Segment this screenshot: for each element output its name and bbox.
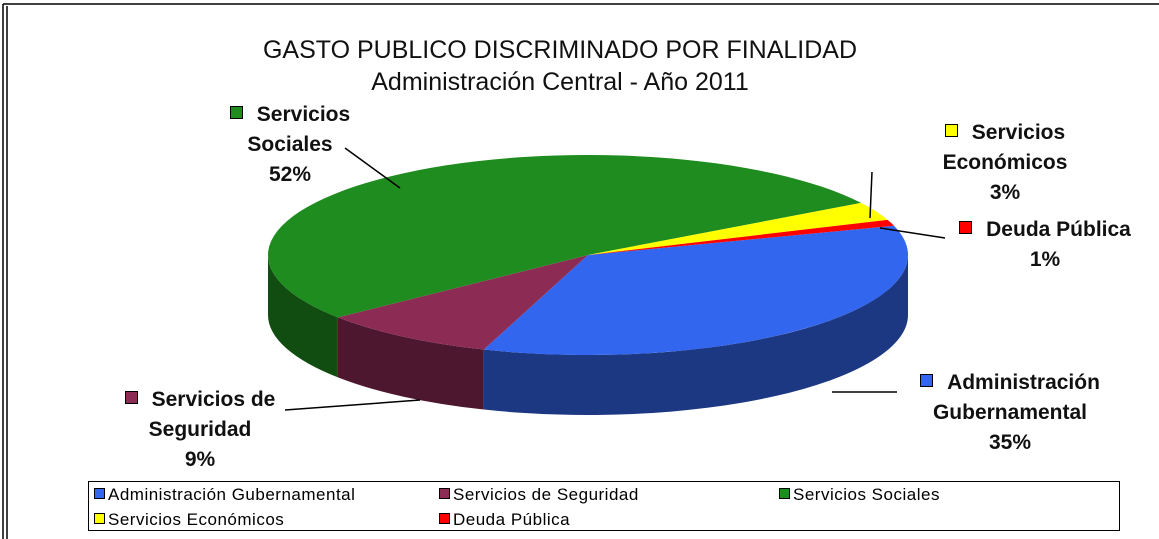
chart-title: GASTO PUBLICO DISCRIMINADO POR FINALIDAD bbox=[263, 36, 857, 64]
legend-item: Administración Gubernamental bbox=[94, 485, 355, 505]
leader-line bbox=[869, 171, 873, 219]
slice bbox=[588, 219, 895, 255]
label-marker bbox=[959, 221, 973, 234]
slice-side bbox=[337, 317, 484, 410]
label-marker bbox=[229, 106, 243, 119]
label-value: 9% bbox=[184, 448, 216, 471]
label-category: Servicios Económicos bbox=[942, 121, 1068, 174]
label-category: Servicios Sociales bbox=[247, 103, 351, 156]
label-marker bbox=[944, 124, 958, 137]
chart-subtitle: Administración Central - Año 2011 bbox=[371, 68, 749, 96]
data-label: Servicios de Seguridad 9% bbox=[95, 385, 305, 475]
legend-label: Administración Gubernamental bbox=[108, 485, 356, 504]
label-category: Administración Gubernamental bbox=[932, 371, 1100, 424]
data-label: Servicios Económicos 3% bbox=[880, 118, 1130, 208]
leader-line bbox=[284, 399, 421, 411]
label-category: Servicios de Seguridad bbox=[148, 388, 276, 441]
legend-item: Servicios de Seguridad bbox=[439, 485, 639, 505]
legend-swatch bbox=[439, 513, 450, 524]
label-marker bbox=[920, 374, 934, 387]
label-category: Deuda Pública bbox=[986, 218, 1131, 241]
label-marker bbox=[124, 391, 138, 404]
legend-label: Deuda Pública bbox=[453, 510, 571, 529]
data-label: Administración Gubernamental 35% bbox=[880, 368, 1140, 458]
slice bbox=[267, 154, 862, 318]
data-label: Servicios Sociales 52% bbox=[205, 100, 375, 190]
leader-line bbox=[879, 227, 946, 239]
legend-label: Servicios Sociales bbox=[793, 485, 940, 504]
slice-side bbox=[268, 255, 338, 378]
label-value: 3% bbox=[989, 181, 1021, 204]
leader-line bbox=[344, 147, 401, 189]
legend-item: Servicios Sociales bbox=[779, 485, 940, 505]
legend-swatch bbox=[779, 488, 790, 499]
label-value: 35% bbox=[988, 431, 1032, 454]
data-label: Deuda Pública 1% bbox=[930, 215, 1159, 275]
legend-swatch bbox=[94, 488, 105, 499]
legend-swatch bbox=[94, 513, 105, 524]
legend-label: Servicios Económicos bbox=[108, 510, 285, 529]
slice bbox=[337, 255, 588, 350]
label-value: 52% bbox=[268, 163, 312, 186]
legend: Administración Gubernamental Servicios de… bbox=[88, 481, 1120, 531]
slice bbox=[483, 225, 909, 355]
legend-label: Servicios de Seguridad bbox=[453, 485, 639, 504]
slice bbox=[588, 202, 888, 255]
legend-item: Deuda Pública bbox=[439, 510, 570, 530]
label-value: 1% bbox=[1029, 248, 1061, 271]
legend-item: Servicios Económicos bbox=[94, 510, 284, 530]
slice-side bbox=[483, 255, 908, 415]
legend-swatch bbox=[439, 488, 450, 499]
